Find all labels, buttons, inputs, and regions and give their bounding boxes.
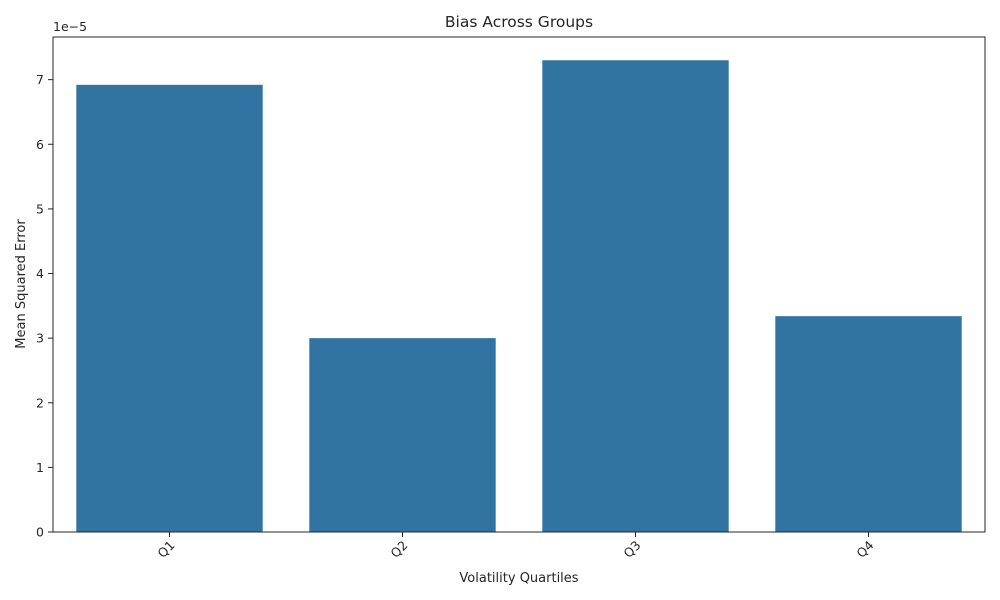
bar-q4 xyxy=(775,316,962,532)
bars-layer xyxy=(76,60,962,533)
y-tick-label: 2 xyxy=(36,395,44,410)
x-axis-label: Volatility Quartiles xyxy=(459,571,578,586)
y-tick-label: 6 xyxy=(36,137,44,152)
x-tick-label-q2: Q2 xyxy=(387,538,410,561)
bar-q3 xyxy=(542,60,729,533)
chart-title: Bias Across Groups xyxy=(445,13,593,31)
x-tick-label-q1: Q1 xyxy=(154,538,177,561)
bar-q2 xyxy=(309,338,496,532)
y-tick-label: 5 xyxy=(36,201,44,216)
axes-layer: 0 1 2 3 4 5 6 7 Q1 Q2 Q3 Q4 xyxy=(36,36,986,561)
y-tick-label: 7 xyxy=(36,72,44,87)
y-tick-label: 4 xyxy=(36,266,44,281)
y-axis-offset-label: 1e−5 xyxy=(53,19,87,34)
bar-q1 xyxy=(76,84,263,532)
y-tick-label: 3 xyxy=(36,331,44,346)
plot-frame xyxy=(52,36,986,533)
x-tick-label-q3: Q3 xyxy=(620,538,643,561)
x-tick-label-q4: Q4 xyxy=(853,537,876,560)
y-axis-label: Mean Squared Error xyxy=(14,219,29,349)
y-tick-label: 1 xyxy=(36,460,44,475)
y-tick-label: 0 xyxy=(36,525,44,540)
